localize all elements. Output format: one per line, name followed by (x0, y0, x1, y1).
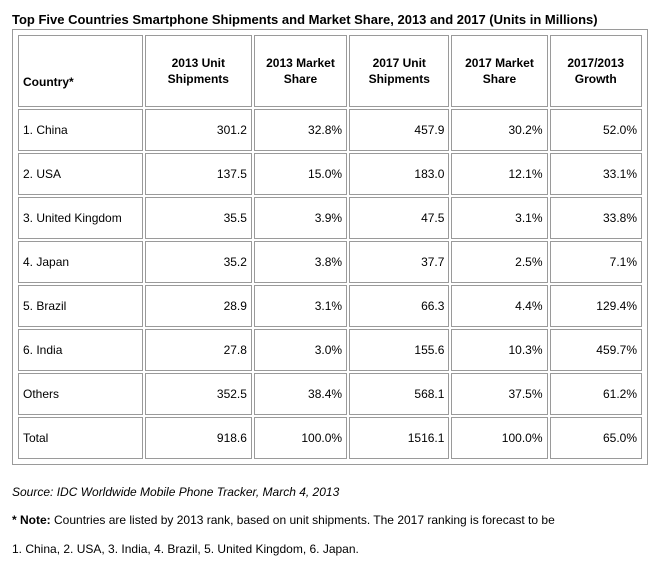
value-cell: 27.8 (144, 329, 252, 371)
footnote-continued: 1. China, 2. USA, 3. India, 4. Brazil, 5… (12, 542, 359, 556)
value-cell: 61.2% (549, 373, 642, 415)
table-title: Top Five Countries Smartphone Shipments … (12, 12, 598, 27)
value-cell: 35.2 (144, 241, 252, 283)
value-cell: 4.4% (451, 285, 548, 327)
column-header: 2017 Market Share (451, 35, 548, 107)
table-body: 1. China 301.2 32.8% 457.9 30.2% 52.0% 2. USA 1… (18, 109, 642, 459)
value-cell: 129.4% (549, 285, 642, 327)
value-cell: 3.1% (451, 197, 548, 239)
value-cell: 3.0% (253, 329, 348, 371)
table-row: Others 352.5 38.4% 568.1 37.5% 61.2% (18, 373, 642, 415)
country-cell: 5. Brazil (18, 285, 143, 327)
country-cell: 1. China (18, 109, 143, 151)
value-cell: 352.5 (144, 373, 252, 415)
value-cell: 459.7% (549, 329, 642, 371)
value-cell: 3.9% (253, 197, 348, 239)
country-cell: 3. United Kingdom (18, 197, 143, 239)
header-row: Country* 2013 Unit Shipments 2013 Market S… (18, 35, 642, 107)
table-row: 6. India 27.8 3.0% 155.6 10.3% 459.7% (18, 329, 642, 371)
value-cell: 12.1% (451, 153, 548, 195)
value-cell: 15.0% (253, 153, 348, 195)
value-cell: 37.5% (451, 373, 548, 415)
value-cell: 32.8% (253, 109, 348, 151)
value-cell: 183.0 (349, 153, 450, 195)
value-cell: 3.1% (253, 285, 348, 327)
value-cell: 65.0% (549, 417, 642, 459)
value-cell: 37.7 (349, 241, 450, 283)
table-row: 4. Japan 35.2 3.8% 37.7 2.5% 7.1% (18, 241, 642, 283)
value-cell: 35.5 (144, 197, 252, 239)
column-header: 2017/2013 Growth (549, 35, 642, 107)
value-cell: 3.8% (253, 241, 348, 283)
column-header: 2013 Unit Shipments (144, 35, 252, 107)
value-cell: 2.5% (451, 241, 548, 283)
value-cell: 301.2 (144, 109, 252, 151)
value-cell: 100.0% (451, 417, 548, 459)
value-cell: 52.0% (549, 109, 642, 151)
value-cell: 33.8% (549, 197, 642, 239)
country-cell: 4. Japan (18, 241, 143, 283)
value-cell: 28.9 (144, 285, 252, 327)
country-cell: Total (18, 417, 143, 459)
table-frame: Country* 2013 Unit Shipments 2013 Market S… (12, 29, 648, 465)
value-cell: 30.2% (451, 109, 548, 151)
table-row: 2. USA 137.5 15.0% 183.0 12.1% 33.1% (18, 153, 642, 195)
footnote-text: Countries are listed by 2013 rank, based… (50, 513, 555, 527)
country-cell: 2. USA (18, 153, 143, 195)
value-cell: 457.9 (349, 109, 450, 151)
table-row: 3. United Kingdom 35.5 3.9% 47.5 3.1% 33.8% (18, 197, 642, 239)
value-cell: 7.1% (549, 241, 642, 283)
table-row: 5. Brazil 28.9 3.1% 66.3 4.4% 129.4% (18, 285, 642, 327)
table-row: 1. China 301.2 32.8% 457.9 30.2% 52.0% (18, 109, 642, 151)
value-cell: 568.1 (349, 373, 450, 415)
value-cell: 10.3% (451, 329, 548, 371)
value-cell: 155.6 (349, 329, 450, 371)
value-cell: 918.6 (144, 417, 252, 459)
value-cell: 100.0% (253, 417, 348, 459)
value-cell: 47.5 (349, 197, 450, 239)
value-cell: 38.4% (253, 373, 348, 415)
value-cell: 33.1% (549, 153, 642, 195)
shipments-table: Country* 2013 Unit Shipments 2013 Market S… (16, 33, 644, 461)
column-header: Country* (18, 35, 143, 107)
value-cell: 137.5 (144, 153, 252, 195)
country-cell: 6. India (18, 329, 143, 371)
footnote: * Note: Countries are listed by 2013 ran… (12, 513, 555, 527)
column-header: 2017 Unit Shipments (349, 35, 450, 107)
value-cell: 66.3 (349, 285, 450, 327)
column-header: 2013 Market Share (253, 35, 348, 107)
table-row: Total 918.6 100.0% 1516.1 100.0% 65.0% (18, 417, 642, 459)
country-cell: Others (18, 373, 143, 415)
source-note: Source: IDC Worldwide Mobile Phone Track… (12, 485, 340, 499)
value-cell: 1516.1 (349, 417, 450, 459)
footnote-label: * Note: (12, 513, 51, 527)
